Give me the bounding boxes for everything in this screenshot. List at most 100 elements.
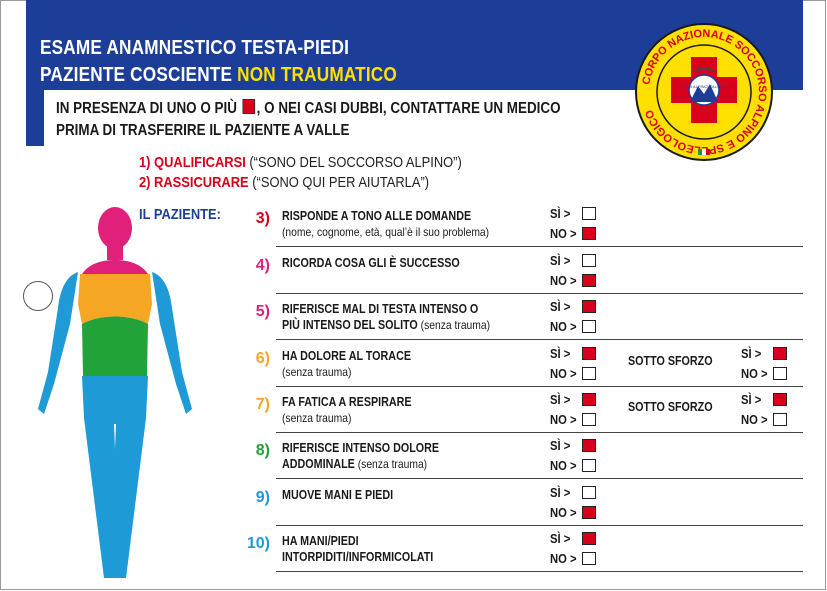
row-divider: [276, 432, 803, 433]
sotto-sforzo-no-option[interactable]: NO >: [741, 367, 787, 381]
sotto-sforzo-yes-option[interactable]: SÌ >: [741, 393, 787, 407]
question-note: (senza trauma): [354, 457, 428, 471]
yes-label: SÌ >: [741, 393, 762, 407]
warning-line-1: IN PRESENZA DI UNO O PIÙ , O NEI CASI DU…: [56, 98, 561, 120]
question-number: 10): [246, 535, 270, 552]
question-row: 10) HA MANI/PIEDI INTORPIDITI/INFORMICOLAT…: [236, 525, 803, 572]
yes-option[interactable]: SÌ >: [550, 393, 596, 407]
warning-part-2: , O NEI CASI DUBBI, CONTATTARE UN MEDICO: [256, 100, 561, 117]
yes-label: SÌ >: [550, 207, 571, 221]
question-line-2: INTORPIDITI/INFORMICOLATI: [282, 549, 433, 565]
yes-checkbox[interactable]: [582, 207, 596, 220]
question-line-1: FA FATICA A RESPIRARE: [282, 395, 412, 409]
question-line-2: (nome, cognome, età, qual’è il suo probl…: [282, 224, 489, 240]
yes-label: SÌ >: [550, 486, 571, 500]
question-row: 7) FA FATICA A RESPIRARE (senza trauma) SÌ …: [236, 386, 803, 433]
question-text: RICORDA COSA GLI È SUCCESSO: [282, 255, 460, 271]
question-line-2-bold: ADDOMINALE: [282, 457, 355, 471]
yes-checkbox[interactable]: [582, 300, 596, 313]
intro-steps: 1) QUALIFICARSI (“SONO DEL SOCCORSO ALPI…: [139, 153, 462, 193]
punch-hole: [23, 281, 53, 311]
no-checkbox[interactable]: [582, 413, 596, 426]
no-label: NO >: [550, 552, 577, 566]
no-option[interactable]: NO >: [550, 413, 596, 427]
no-checkbox[interactable]: [582, 320, 596, 333]
question-note: (nome, cognome, età, qual’è il suo probl…: [282, 225, 490, 239]
yes-option[interactable]: SÌ >: [550, 486, 596, 500]
question-line-2: (senza trauma): [282, 364, 411, 380]
yes-option[interactable]: SÌ >: [550, 439, 596, 453]
sotto-sforzo-yes-option[interactable]: SÌ >: [741, 347, 787, 361]
no-option[interactable]: NO >: [550, 552, 596, 566]
question-line-1: RIFERISCE INTENSO DOLORE: [282, 441, 440, 455]
no-label: NO >: [550, 506, 577, 520]
yes-checkbox[interactable]: [773, 347, 787, 360]
yes-checkbox[interactable]: [773, 393, 787, 406]
no-checkbox[interactable]: [582, 506, 596, 519]
no-label: NO >: [741, 367, 768, 381]
no-option[interactable]: NO >: [550, 367, 596, 381]
question-line-2-bold: INTORPIDITI/INFORMICOLATI: [282, 550, 434, 564]
no-option[interactable]: NO >: [550, 506, 596, 520]
question-line-1: RIFERISCE MAL DI TESTA INTENSO O: [282, 302, 479, 316]
question-number: 4): [255, 257, 270, 274]
sotto-sforzo-label: SOTTO SFORZO: [628, 354, 713, 368]
question-line-2: PIÙ INTENSO DEL SOLITO (senza trauma): [282, 317, 490, 333]
question-row: 5) RIFERISCE MAL DI TESTA INTENSO O PIÙ IN…: [236, 293, 803, 340]
yes-label: SÌ >: [550, 532, 571, 546]
no-option[interactable]: NO >: [550, 459, 596, 473]
title-highlight: NON TRAUMATICO: [237, 63, 397, 86]
no-checkbox[interactable]: [773, 367, 787, 380]
question-line-1: HA DOLORE AL TORACE: [282, 349, 412, 363]
yes-checkbox[interactable]: [582, 393, 596, 406]
no-checkbox[interactable]: [582, 227, 596, 240]
title-line-1: ESAME ANAMNESTICO TESTA-PIEDI: [40, 36, 350, 59]
red-square-icon: [242, 99, 255, 114]
question-text: RISPONDE A TONO ALLE DOMANDE (nome, cogno…: [282, 208, 489, 240]
no-checkbox[interactable]: [582, 459, 596, 472]
step-2-detail: (“SONO QUI PER AIUTARLA”): [248, 174, 430, 191]
no-option[interactable]: NO >: [550, 320, 596, 334]
question-text: RIFERISCE MAL DI TESTA INTENSO O PIÙ INTE…: [282, 301, 490, 333]
logo-emblem-text: CLUB ALPINO ITALIANO: [681, 84, 726, 89]
no-label: NO >: [550, 459, 577, 473]
yes-option[interactable]: SÌ >: [550, 207, 596, 221]
question-row: 8) RIFERISCE INTENSO DOLORE ADDOMINALE (se…: [236, 432, 803, 479]
yes-label: SÌ >: [550, 254, 571, 268]
yes-checkbox[interactable]: [582, 486, 596, 499]
yes-option[interactable]: SÌ >: [550, 532, 596, 546]
warning-text: IN PRESENZA DI UNO O PIÙ , O NEI CASI DU…: [56, 98, 561, 142]
question-line-1: RISPONDE A TONO ALLE DOMANDE: [282, 209, 472, 223]
yes-checkbox[interactable]: [582, 439, 596, 452]
no-label: NO >: [550, 413, 577, 427]
yes-checkbox[interactable]: [582, 532, 596, 545]
no-checkbox[interactable]: [773, 413, 787, 426]
row-divider: [276, 571, 803, 572]
step-1-detail: (“SONO DEL SOCCORSO ALPINO”): [245, 154, 462, 171]
yes-checkbox[interactable]: [582, 347, 596, 360]
question-note: (senza trauma): [282, 411, 352, 425]
step-2-label: 2) RASSICURARE: [139, 174, 249, 191]
no-option[interactable]: NO >: [550, 274, 596, 288]
yes-label: SÌ >: [550, 347, 571, 361]
yes-checkbox[interactable]: [582, 254, 596, 267]
question-row: 3) RISPONDE A TONO ALLE DOMANDE (nome, cog…: [236, 200, 803, 247]
side-band: [26, 90, 44, 146]
no-checkbox[interactable]: [582, 552, 596, 565]
question-line-1: HA MANI/PIEDI: [282, 534, 359, 548]
no-checkbox[interactable]: [582, 367, 596, 380]
question-note: (senza trauma): [417, 318, 491, 332]
yes-option[interactable]: SÌ >: [550, 300, 596, 314]
no-label: NO >: [550, 367, 577, 381]
yes-option[interactable]: SÌ >: [550, 347, 596, 361]
sotto-sforzo-no-option[interactable]: NO >: [741, 413, 787, 427]
row-divider: [276, 525, 803, 526]
question-number: 3): [255, 210, 270, 227]
yes-label: SÌ >: [550, 439, 571, 453]
yes-option[interactable]: SÌ >: [550, 254, 596, 268]
question-number: 8): [255, 442, 270, 459]
no-checkbox[interactable]: [582, 274, 596, 287]
sotto-sforzo-label: SOTTO SFORZO: [628, 400, 713, 414]
no-option[interactable]: NO >: [550, 227, 596, 241]
question-text: HA MANI/PIEDI INTORPIDITI/INFORMICOLATI: [282, 533, 433, 565]
